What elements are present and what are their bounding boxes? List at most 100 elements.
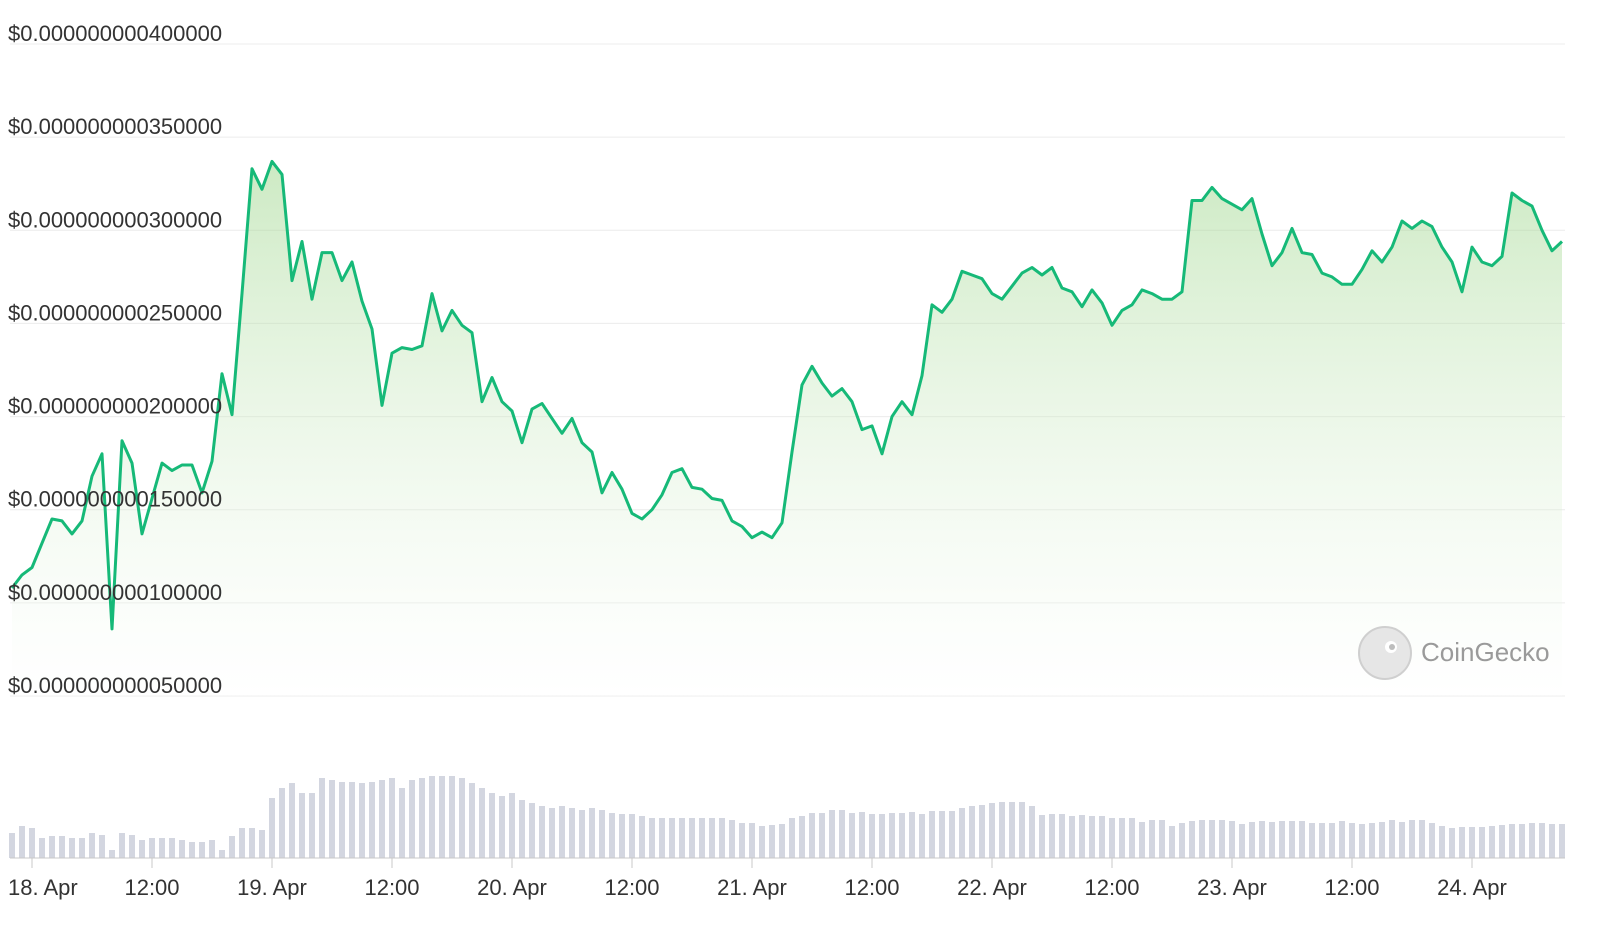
volume-bar (439, 776, 445, 858)
volume-bar (349, 782, 355, 858)
volume-bar (1319, 823, 1325, 858)
volume-bar (149, 838, 155, 858)
volume-bar (399, 788, 405, 858)
volume-bar (1289, 821, 1295, 858)
volume-bar (909, 812, 915, 858)
volume-bar (109, 850, 115, 858)
y-tick-label: $0.000000000100000 (8, 580, 222, 605)
volume-bar (1349, 823, 1355, 858)
volume-bar (1479, 827, 1485, 858)
volume-bar (609, 813, 615, 858)
volume-bar (1099, 816, 1105, 858)
volume-bar (309, 793, 315, 858)
volume-bar (489, 793, 495, 858)
y-tick-label: $0.000000000250000 (8, 300, 222, 325)
volume-bar (619, 814, 625, 858)
volume-bar (569, 808, 575, 858)
volume-bar (1119, 818, 1125, 858)
volume-bar (1109, 818, 1115, 858)
volume-bar (1069, 816, 1075, 858)
volume-bar (509, 793, 515, 858)
volume-bar (29, 828, 35, 858)
volume-bar (479, 788, 485, 858)
volume-bar (359, 783, 365, 858)
volume-bar (339, 782, 345, 858)
volume-bar (1469, 827, 1475, 858)
volume-bar (879, 814, 885, 858)
volume-bar (1529, 823, 1535, 858)
volume-bar (979, 805, 985, 858)
volume-bar (39, 838, 45, 858)
volume-bar (59, 836, 65, 858)
volume-bar (279, 788, 285, 858)
volume-bar (1419, 820, 1425, 858)
x-tick-label: 12:00 (844, 875, 899, 900)
volume-bar (1399, 822, 1405, 858)
volume-bar (749, 823, 755, 858)
volume-bar (1219, 820, 1225, 858)
volume-bar (799, 816, 805, 858)
volume-bar (159, 838, 165, 858)
volume-bar (1059, 814, 1065, 858)
volume-bar (1269, 822, 1275, 858)
x-tick-label: 12:00 (1324, 875, 1379, 900)
volume-bar (1169, 826, 1175, 858)
y-tick-label: $0.000000000200000 (8, 394, 222, 419)
volume-bar (189, 842, 195, 858)
volume-bar (819, 813, 825, 858)
y-tick-label: $0.000000000050000 (8, 673, 222, 698)
volume-bar (49, 836, 55, 858)
volume-bar (939, 811, 945, 858)
volume-bar (769, 825, 775, 858)
volume-bar (1209, 820, 1215, 858)
volume-bar (1299, 821, 1305, 858)
volume-bar (269, 798, 275, 858)
volume-bar (329, 780, 335, 858)
volume-bar (539, 806, 545, 858)
price-line (10, 159, 1564, 631)
x-tick-label: 21. Apr (717, 875, 787, 900)
volume-bar (499, 796, 505, 858)
y-tick-label: $0.000000000150000 (8, 487, 222, 512)
volume-bar (1129, 818, 1135, 858)
volume-bar (1029, 806, 1035, 858)
volume-bar (1179, 823, 1185, 858)
volume-bar (1309, 823, 1315, 858)
volume-bar (1359, 824, 1365, 858)
volume-bar (1199, 820, 1205, 858)
labels: $0.000000000050000 $0.000000000100000 $0.0… (8, 21, 1507, 900)
x-tick-label: 12:00 (1084, 875, 1139, 900)
volume-bar (959, 808, 965, 858)
volume-bar (1549, 824, 1555, 858)
volume-bar (389, 778, 395, 858)
volume-bar (709, 818, 715, 858)
volume-bar (699, 818, 705, 858)
x-tick-label: 22. Apr (957, 875, 1027, 900)
volume-bar (989, 803, 995, 858)
volume-bar (789, 818, 795, 858)
x-tick-label: 12:00 (364, 875, 419, 900)
plot (9, 159, 1565, 859)
volume-bar (1409, 820, 1415, 858)
volume-bar (759, 826, 765, 858)
x-tick-label: 23. Apr (1197, 875, 1267, 900)
volume-bar (169, 838, 175, 858)
x-tick-label: 24. Apr (1437, 875, 1507, 900)
volume-bar (719, 818, 725, 858)
y-tick-label: $0.000000000300000 (8, 207, 222, 232)
volume-bar (1499, 825, 1505, 858)
volume-bar (1189, 821, 1195, 858)
volume-bar (459, 778, 465, 858)
volume-bar (919, 814, 925, 858)
volume-bar (929, 811, 935, 858)
volume-bar (729, 820, 735, 858)
volume-bar (1509, 824, 1515, 858)
y-tick-label: $0.000000000350000 (8, 114, 222, 139)
volume-bar (449, 776, 455, 858)
volume-bar (219, 850, 225, 858)
volume-bar (779, 824, 785, 858)
watermark-logo (1358, 626, 1412, 680)
x-tick-label: 12:00 (124, 875, 179, 900)
volume-bar (1249, 822, 1255, 858)
volume-bar (1489, 826, 1495, 858)
